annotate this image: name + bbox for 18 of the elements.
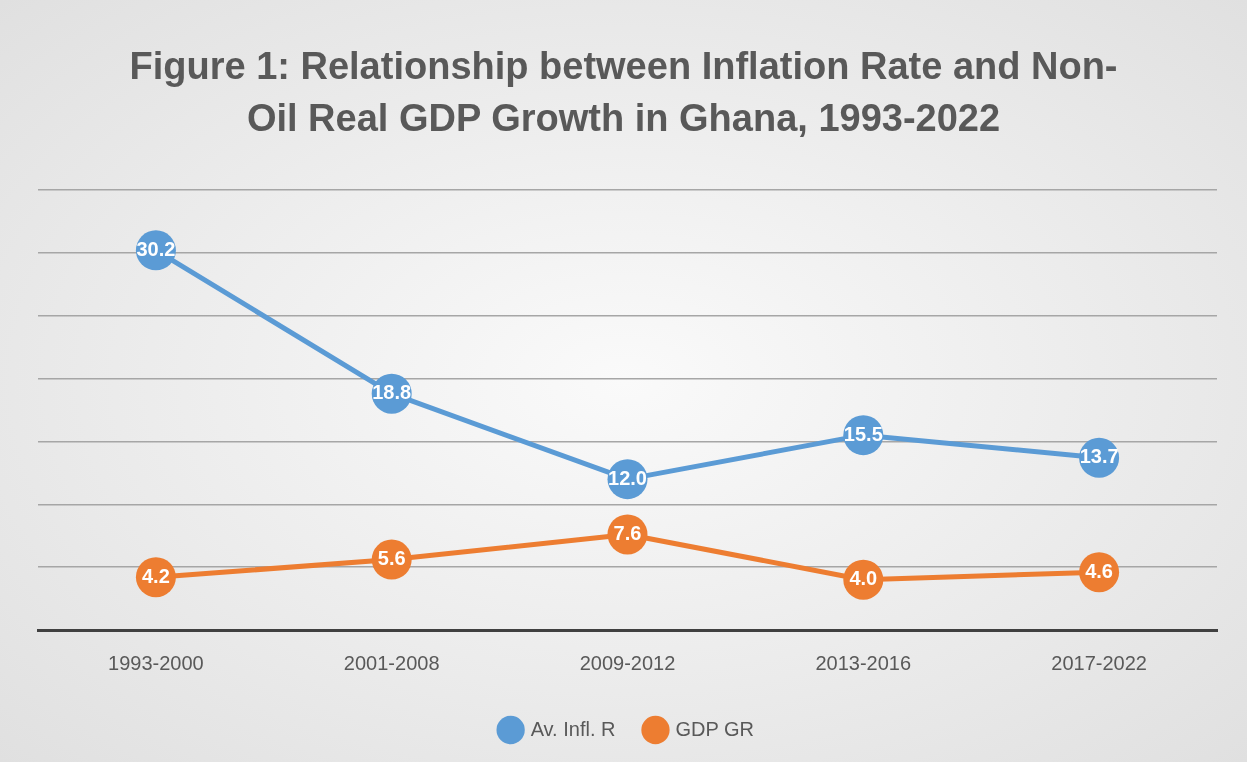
data-label: 4.2: [141, 564, 170, 587]
x-tick-label: 2009-2012: [579, 651, 676, 674]
x-tick-label: 2017-2022: [1051, 651, 1147, 674]
data-label: 5.6: [377, 547, 406, 570]
data-label: 4.0: [849, 567, 878, 590]
data-label: 18.8: [372, 381, 412, 404]
data-label: 30.2: [136, 237, 176, 260]
x-tick-label: 1993-2000: [108, 651, 204, 674]
data-label: 12.0: [608, 466, 647, 489]
legend-label: GDP GR: [675, 717, 755, 740]
x-tick-label: 2001-2008: [343, 651, 440, 674]
data-label: 13.7: [1079, 445, 1119, 468]
chart-title: Figure 1: Relationship between Inflation Rate and Non-Oil Real GDP Growth in Ghana, 1993-2022: [128, 44, 1119, 141]
data-label: 15.5: [843, 422, 883, 445]
data-label: 7.6: [613, 521, 642, 544]
x-tick-label: 2013-2016: [815, 651, 912, 674]
legend-label: Av. Infl. R: [530, 717, 616, 740]
data-label: 4.6: [1085, 559, 1114, 582]
